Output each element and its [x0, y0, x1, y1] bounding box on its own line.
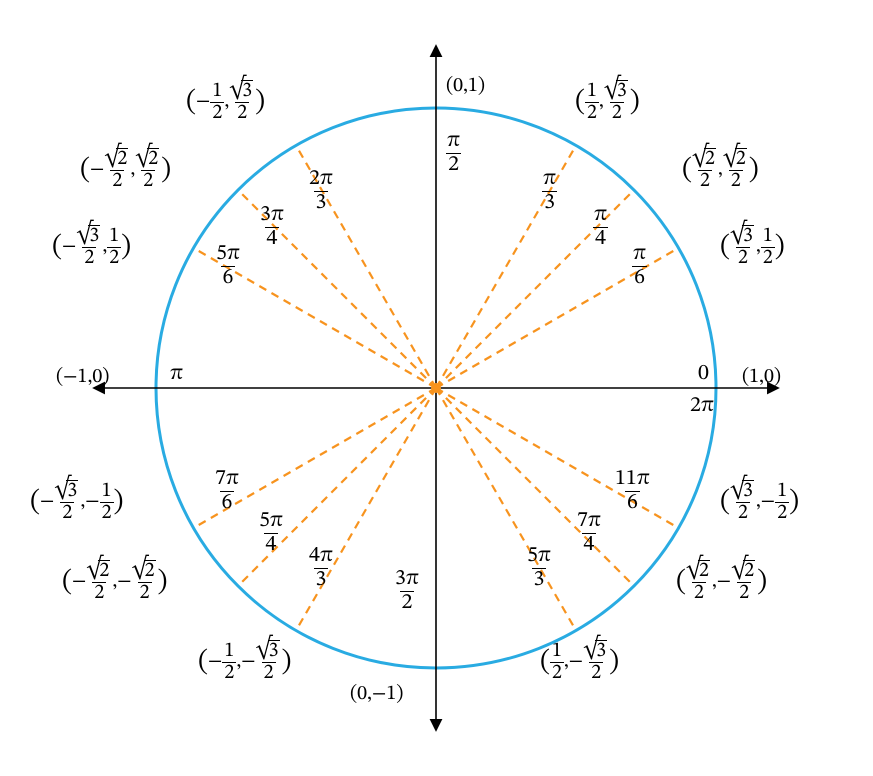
angle-label-a4pi3: 4π3 [307, 545, 335, 592]
coord-label-c_m12_rt3_2: (−12,32) [186, 80, 265, 124]
angle-label-a3pi4: 3π4 [258, 204, 286, 251]
angle-label-a5pi4: 5π4 [257, 510, 285, 557]
coord-label-c_12_mrt3: (12,−32) [540, 640, 619, 684]
angle-label-a2pi3: 2π3 [307, 168, 335, 215]
coord-label-c_rt2_mrt2: (22,−22) [676, 560, 767, 604]
angle-label-api4: π4 [592, 204, 609, 251]
center-dot [431, 383, 441, 393]
radial-line [436, 388, 576, 630]
coord-label-c_m12_mrt3: (−12,−32) [198, 640, 292, 684]
coord-label-cm1_0: (−1,0) [56, 365, 109, 390]
coord-label-c1_0: (1,0) [742, 365, 781, 390]
coord-label-c_rt3_2_12: (32,12) [720, 225, 785, 269]
angle-label-a5pi6: 5π6 [214, 243, 242, 290]
angle-label-a11pi6: 11π6 [613, 468, 652, 515]
unit-circle-diagram: 0 2π π6 π4 π3 π2 2π3 3π4 5π6 π 7π6 5π4 4π3 3π2 5π3 7π4 1… [0, 0, 873, 776]
angle-label-api3: π3 [541, 168, 558, 215]
coord-label-c_mrt2_mrt2: (−22,−22) [62, 560, 168, 604]
angle-label-a0: 0 [698, 360, 709, 388]
coord-label-c_mrt2_rt2: (−22,22) [80, 148, 171, 192]
coord-label-c_12_rt3_2: (12,32) [575, 80, 640, 124]
angle-label-api: π [170, 360, 183, 388]
coord-label-c_rt3_m12: (32,−12) [720, 480, 799, 524]
angle-label-a2pi: 2π [690, 392, 714, 420]
coord-label-c_mrt3_m12: (−32,−12) [30, 480, 124, 524]
angle-label-a7pi6: 7π6 [213, 468, 241, 515]
coord-label-c_rt2_rt2: (22,22) [682, 148, 759, 192]
angle-label-api6: π6 [631, 243, 648, 290]
coord-label-c0_m1: (0,−1) [350, 682, 403, 707]
angle-label-api2: π2 [445, 130, 462, 177]
coord-label-c_mrt3_12: (−32,12) [52, 225, 131, 269]
angle-label-a5pi3: 5π3 [525, 545, 553, 592]
coord-label-c0_1: (0,1) [446, 74, 485, 99]
angle-label-a7pi4: 7π4 [575, 510, 603, 557]
angle-label-a3pi2b: 3π2 [393, 568, 421, 615]
